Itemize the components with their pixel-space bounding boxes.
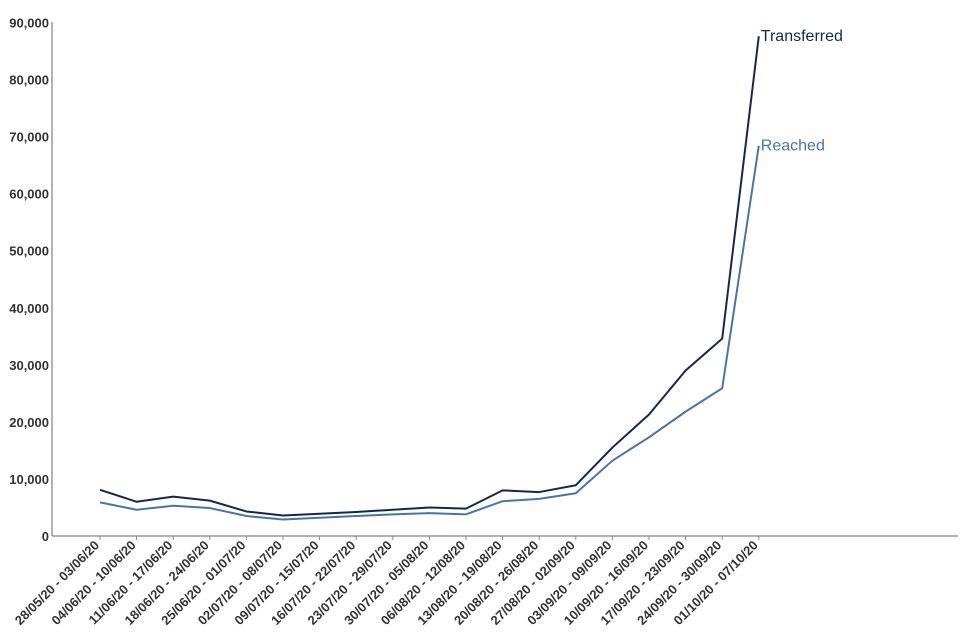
axes [51,22,958,537]
series-line-transferred [99,36,760,517]
y-tick-label: 90,000 [9,16,49,31]
y-tick-label: 0 [42,529,49,544]
series-lines [99,36,760,521]
series-labels: Transferred Reached [761,28,843,155]
y-tick-labels: 0 10,000 20,000 30,000 40,000 50,000 60,000 70,… [9,16,49,545]
series-label-reached: Reached [761,138,825,155]
y-tick-label: 80,000 [9,73,49,88]
y-tick-label: 50,000 [9,244,49,259]
y-tick-label: 10,000 [9,472,49,487]
series-label-transferred: Transferred [761,28,843,45]
y-tick-label: 60,000 [9,187,49,202]
y-tick-label: 70,000 [9,130,49,145]
y-tick-label: 40,000 [9,301,49,316]
y-tick-label: 30,000 [9,358,49,373]
y-tick-label: 20,000 [9,415,49,430]
series-line-reached [99,145,760,521]
